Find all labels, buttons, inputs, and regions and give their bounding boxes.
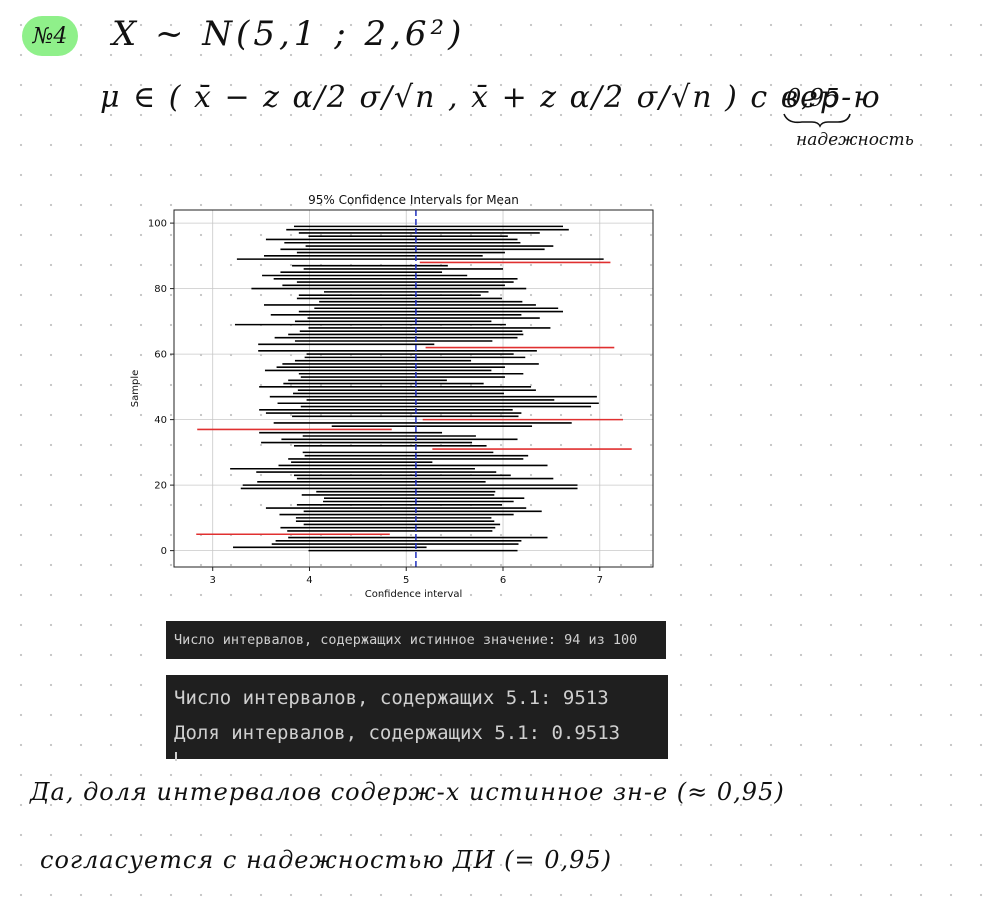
output-share-line: Доля интервалов, содержащих 5.1: 0.9513 bbox=[174, 722, 621, 744]
chart-title: 95% Confidence Intervals for Mean bbox=[308, 193, 519, 207]
output-line: Число интервалов, содержащих истинное зн… bbox=[174, 632, 638, 648]
y-tick-label: 60 bbox=[154, 350, 167, 361]
interval-series bbox=[196, 225, 632, 552]
x-axis-label: Confidence interval bbox=[365, 589, 463, 600]
chart-grid bbox=[174, 210, 653, 567]
x-tick-label: 3 bbox=[210, 575, 216, 586]
task-number-badge: №4 bbox=[22, 16, 78, 56]
output-count-line: Число интервалов, содержащих 5.1: 9513 bbox=[174, 687, 609, 709]
plot-frame bbox=[173, 209, 654, 568]
confidence-note: надежность bbox=[796, 130, 914, 150]
confidence-level-value: 0,95 bbox=[786, 84, 840, 112]
y-tick-label: 100 bbox=[148, 219, 167, 230]
confidence-interval-chart: 3 4 5 6 7 0 20 40 60 80 100 95% Confidence Interva… bbox=[130, 193, 654, 600]
x-tick-label: 6 bbox=[500, 575, 506, 586]
y-tick-label: 0 bbox=[161, 546, 167, 557]
y-tick-label: 40 bbox=[154, 415, 167, 426]
confidence-interval-formula: μ ∈ ( x̄ − z α/2 σ/√n , x̄ + z α/2 σ/√n … bbox=[100, 80, 882, 115]
y-tick-label: 80 bbox=[154, 284, 167, 295]
x-tick-label: 4 bbox=[306, 575, 312, 586]
terminal-cursor bbox=[175, 752, 177, 761]
underbrace-mark bbox=[783, 113, 851, 128]
y-axis-label: Sample bbox=[130, 370, 141, 408]
output-panel-simulation: Число интервалов, содержащих 5.1: 9513 Д… bbox=[166, 675, 668, 759]
x-tick-label: 5 bbox=[403, 575, 409, 586]
distribution-formula: X ~ N(5,1 ; 2,6²) bbox=[112, 14, 466, 54]
conclusion-line-2: согласуется с надежностью ДИ (= 0,95) bbox=[40, 846, 613, 874]
axis-ticks: 3 4 5 6 7 0 20 40 60 80 100 bbox=[148, 219, 603, 586]
y-tick-label: 20 bbox=[154, 481, 167, 492]
x-tick-label: 7 bbox=[597, 575, 603, 586]
output-panel-first-run: Число интервалов, содержащих истинное зн… bbox=[166, 621, 666, 659]
conclusion-line-1: Да, доля интервалов содерж-х истинное зн… bbox=[30, 778, 785, 806]
